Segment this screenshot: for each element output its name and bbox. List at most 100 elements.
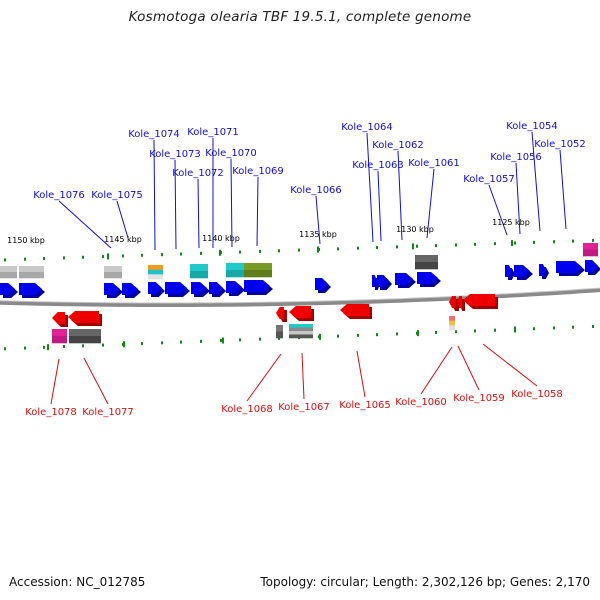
forward-gene-arrow[interactable] [377,275,389,287]
gene-label-kole-1077[interactable]: Kole_1077 [82,407,134,418]
forward-gene-arrow[interactable] [539,264,546,276]
reverse-gene-arrow[interactable] [68,311,99,323]
cog-category-box[interactable] [276,325,283,332]
cog-category-box[interactable] [289,324,313,328]
cog-category-box[interactable] [415,255,438,263]
cog-category-box[interactable] [52,329,67,337]
forward-gene-arrow[interactable] [209,282,223,294]
reverse-gene-arrow[interactable] [52,312,65,324]
gene-label-kole-1071[interactable]: Kole_1071 [187,127,239,138]
forward-gene-arrow[interactable] [0,283,15,295]
gene-label-kole-1057[interactable]: Kole_1057 [463,174,515,185]
reverse-gene-arrow[interactable] [289,306,311,318]
minor-tick [161,253,163,257]
forward-gene-arrow[interactable] [556,261,582,273]
cog-category-box[interactable] [244,270,272,278]
forward-gene-arrow[interactable] [104,283,120,295]
cog-category-box[interactable] [289,331,313,335]
cog-category-box[interactable] [276,331,283,339]
cog-category-box[interactable] [190,264,208,272]
gene-label-kole-1068[interactable]: Kole_1068 [221,404,273,415]
cog-category-box[interactable] [190,271,208,279]
gene-label-kole-1073[interactable]: Kole_1073 [149,149,201,160]
gene-label-kole-1069[interactable]: Kole_1069 [232,166,284,177]
gene-label-kole-1076[interactable]: Kole_1076 [33,190,85,201]
gene-label-kole-1063[interactable]: Kole_1063 [352,160,404,171]
cog-category-box[interactable] [52,336,67,344]
minor-tick [357,333,359,337]
forward-gene-arrow[interactable] [165,282,187,294]
cog-category-box[interactable] [148,274,163,280]
cog-category-box[interactable] [583,249,598,257]
minor-tick [337,334,339,338]
cog-category-box[interactable] [148,269,163,275]
gene-label-kole-1067[interactable]: Kole_1067 [278,402,330,413]
genome-title: Kosmotoga olearia TBF 19.5.1, complete g… [128,9,472,25]
forward-gene-arrow[interactable] [505,265,512,277]
reverse-gene-arrow[interactable] [276,307,284,319]
gene-label-kole-1056[interactable]: Kole_1056 [490,152,542,163]
cog-category-box[interactable] [289,327,313,332]
forward-gene-arrow[interactable] [315,278,328,290]
gene-leader-line [116,200,129,239]
reverse-gene-arrow[interactable] [463,294,495,306]
forward-gene-arrow[interactable] [148,282,162,294]
gene-label-kole-1058[interactable]: Kole_1058 [511,389,563,400]
forward-gene-arrow[interactable] [226,281,242,293]
minor-tick [533,327,535,331]
cog-category-box[interactable] [226,263,244,271]
minor-tick [180,340,182,344]
gene-label-kole-1075[interactable]: Kole_1075 [91,190,143,201]
gene-label-kole-1061[interactable]: Kole_1061 [408,158,460,169]
cog-category-box[interactable] [19,266,44,273]
forward-gene-arrow[interactable] [19,283,42,295]
forward-gene-arrow[interactable] [585,260,598,272]
gene-label-kole-1064[interactable]: Kole_1064 [341,122,393,133]
cog-category-box[interactable] [148,265,163,270]
gene-label-kole-1059[interactable]: Kole_1059 [453,393,505,404]
forward-gene-arrow[interactable] [395,273,413,285]
cog-category-box[interactable] [0,272,17,279]
forward-gene-arrow[interactable] [191,282,207,294]
gene-label-kole-1066[interactable]: Kole_1066 [290,185,342,196]
gene-label-kole-1062[interactable]: Kole_1062 [372,140,424,151]
cog-category-box[interactable] [449,320,455,326]
cog-category-box[interactable] [449,325,455,331]
reverse-gene-arrow[interactable] [457,296,462,308]
gene-label-kole-1078[interactable]: Kole_1078 [25,407,77,418]
forward-gene-arrow[interactable] [122,283,138,295]
cog-category-box[interactable] [19,272,44,279]
gene-label-kole-1060[interactable]: Kole_1060 [395,397,447,408]
minor-tick [259,337,261,341]
cog-category-box[interactable] [226,270,244,278]
cog-category-box[interactable] [415,262,438,270]
gene-leader-line [356,350,366,398]
cog-category-box[interactable] [449,316,455,321]
minor-tick [200,339,202,343]
gene-label-kole-1054[interactable]: Kole_1054 [506,121,558,132]
gene-label-kole-1052[interactable]: Kole_1052 [534,139,586,150]
cog-category-box[interactable] [583,243,598,250]
gene-label-kole-1070[interactable]: Kole_1070 [205,148,257,159]
cog-category-box[interactable] [104,266,122,273]
cog-category-box[interactable] [69,336,101,344]
cog-category-box[interactable] [69,329,101,337]
forward-gene-arrow[interactable] [244,280,270,292]
minor-tick [200,251,202,255]
cog-category-box[interactable] [0,266,17,273]
gene-label-kole-1065[interactable]: Kole_1065 [339,400,391,411]
reverse-gene-arrow[interactable] [449,296,456,308]
minor-tick [259,249,261,253]
reverse-gene-arrow[interactable] [340,304,369,316]
forward-gene-arrow[interactable] [514,265,530,277]
gene-label-kole-1074[interactable]: Kole_1074 [128,129,180,140]
forward-gene-arrow[interactable] [372,275,377,287]
cog-category-box[interactable] [104,272,122,279]
scale-label: 1125 kbp [492,218,530,227]
forward-gene-arrow[interactable] [417,272,438,284]
scale-label: 1145 kbp [104,235,142,244]
cog-category-box[interactable] [244,263,272,271]
gene-label-kole-1072[interactable]: Kole_1072 [172,168,224,179]
cog-category-box[interactable] [289,334,313,339]
